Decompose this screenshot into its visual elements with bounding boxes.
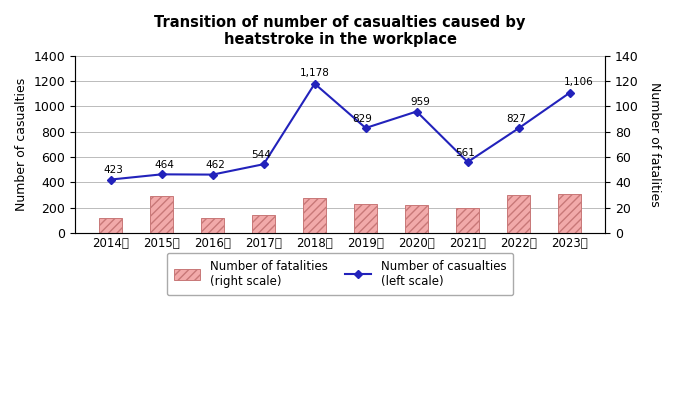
Text: 22: 22 [410, 209, 423, 219]
Y-axis label: Number of casualties: Number of casualties [15, 78, 28, 211]
Bar [252, 215, 275, 233]
Text: 12: 12 [104, 222, 118, 232]
Bar [99, 218, 122, 233]
Text: 464: 464 [154, 160, 174, 170]
Bar [507, 195, 530, 233]
Bar [201, 218, 224, 233]
Bar [405, 205, 428, 233]
Text: 544: 544 [251, 150, 271, 160]
Title: Transition of number of casualties caused by
heatstroke in the workplace: Transition of number of casualties cause… [155, 15, 526, 47]
Text: 829: 829 [352, 114, 372, 124]
Bar [150, 196, 173, 233]
Text: 959: 959 [410, 97, 431, 107]
Legend: Number of fatalities
(right scale), Number of casualties
(left scale): Number of fatalities (right scale), Numb… [167, 253, 513, 295]
Text: 423: 423 [103, 165, 123, 175]
Text: 12: 12 [206, 222, 219, 232]
Text: 29: 29 [155, 200, 168, 210]
Text: 31: 31 [563, 198, 576, 208]
Text: 14: 14 [257, 219, 270, 229]
Text: 561: 561 [456, 148, 475, 158]
Text: 28: 28 [308, 201, 321, 211]
Text: 23: 23 [359, 208, 372, 218]
Text: 30: 30 [512, 199, 525, 209]
Text: 1,178: 1,178 [299, 68, 330, 78]
Text: 462: 462 [205, 160, 225, 170]
Y-axis label: Number of fatalities: Number of fatalities [648, 82, 661, 207]
Bar [304, 198, 326, 233]
Text: 827: 827 [506, 114, 527, 124]
Bar [558, 194, 581, 233]
Bar [354, 204, 377, 233]
Bar [456, 208, 479, 233]
Text: 20: 20 [461, 212, 474, 222]
Text: 1,106: 1,106 [564, 77, 594, 87]
